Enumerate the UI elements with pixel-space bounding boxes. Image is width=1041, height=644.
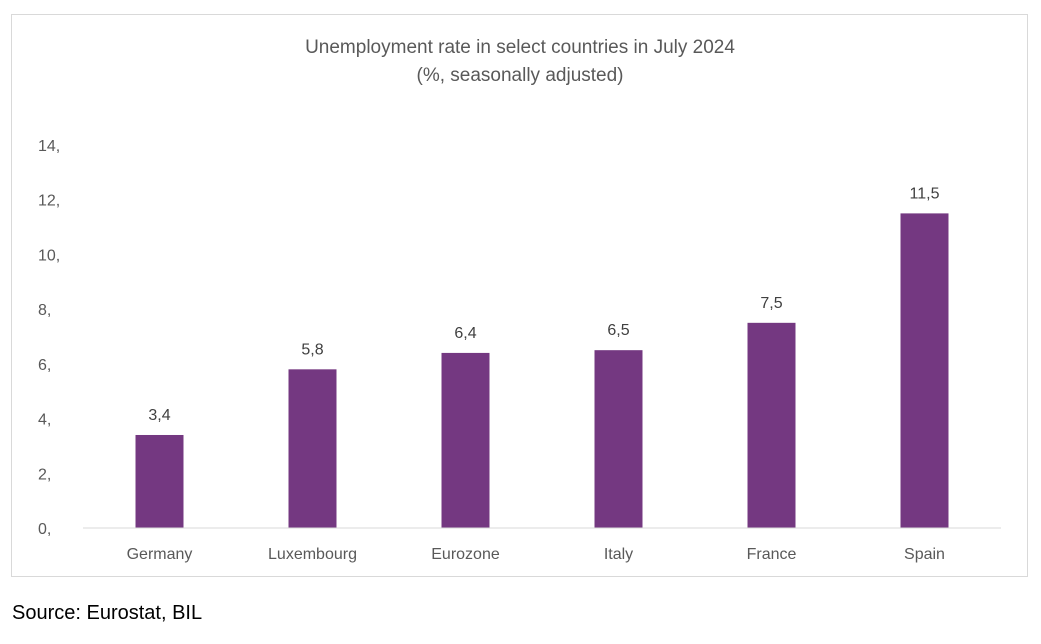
data-label: 3,4 — [148, 407, 170, 424]
x-tick-label: Spain — [904, 546, 945, 563]
chart-subtitle: (%, seasonally adjusted) — [417, 65, 624, 86]
data-label: 6,5 — [607, 322, 629, 339]
y-tick-label: 10, — [38, 247, 60, 264]
y-tick-label: 12, — [38, 193, 60, 210]
data-label: 7,5 — [760, 295, 782, 312]
y-tick-label: 4, — [38, 412, 51, 429]
y-axis-ticks: 0, 2, 4, 6, 8, 10, 12, 14, — [38, 138, 60, 538]
y-tick-label: 2, — [38, 466, 51, 483]
y-tick-label: 6, — [38, 357, 51, 374]
bar-eurozone — [441, 352, 490, 528]
chart-frame: Unemployment rate in select countries in… — [11, 14, 1028, 577]
y-tick-label: 14, — [38, 138, 60, 155]
data-label: 5,8 — [301, 341, 323, 358]
bar-luxembourg — [288, 369, 337, 528]
data-labels: 3,4 5,8 6,4 6,5 7,5 11,5 — [148, 185, 939, 424]
x-tick-label: Italy — [604, 546, 633, 563]
bar-france — [747, 322, 796, 528]
data-label: 6,4 — [454, 325, 476, 342]
x-tick-label: Germany — [127, 546, 193, 563]
bar-spain — [900, 213, 949, 528]
x-tick-label: Eurozone — [431, 546, 500, 563]
x-tick-label: France — [747, 546, 797, 563]
bar-italy — [594, 350, 643, 528]
bars — [135, 213, 949, 528]
bar-chart: Unemployment rate in select countries in… — [38, 37, 1001, 563]
x-tick-label: Luxembourg — [268, 546, 357, 563]
y-tick-label: 0, — [38, 521, 51, 538]
bar-germany — [135, 434, 184, 528]
chart-title: Unemployment rate in select countries in… — [305, 37, 735, 58]
y-tick-label: 8, — [38, 302, 51, 319]
data-label: 11,5 — [910, 185, 940, 202]
x-axis-labels: Germany Luxembourg Eurozone Italy France Spai… — [127, 546, 945, 563]
source-note: Source: Eurostat, BIL — [12, 602, 203, 624]
